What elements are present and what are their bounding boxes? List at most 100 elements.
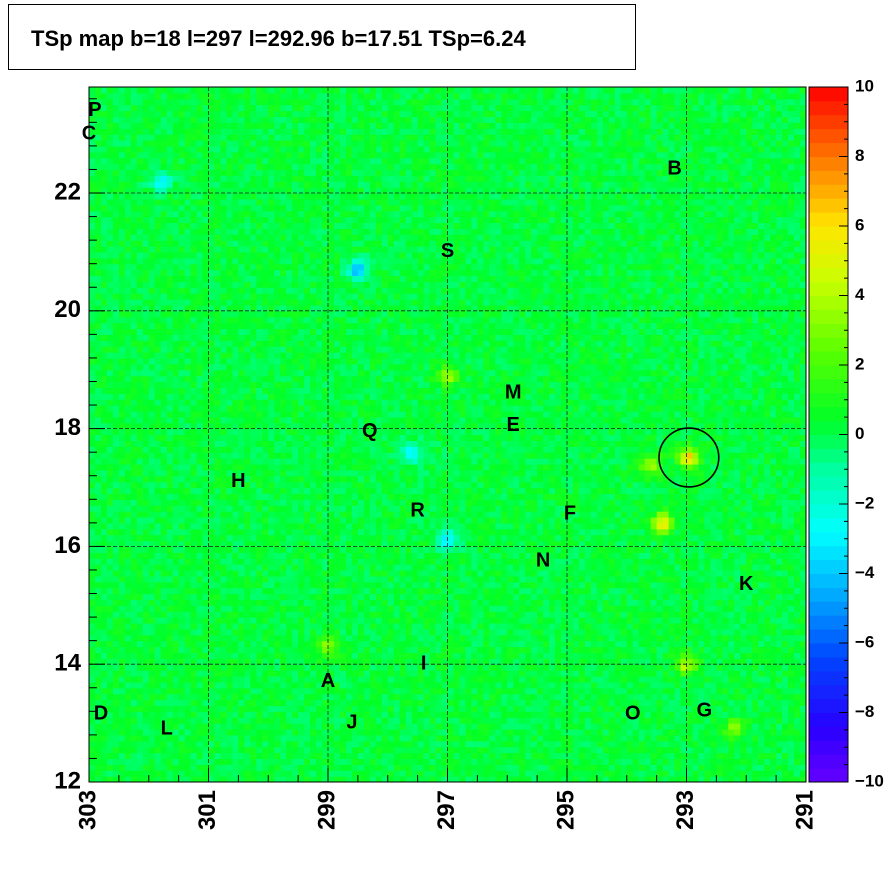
heat-cell: [369, 581, 377, 589]
heat-cell: [304, 664, 311, 671]
heat-cell: [680, 658, 688, 665]
heat-cell: [447, 711, 455, 718]
heat-cell: [590, 699, 598, 707]
heat-cell: [94, 634, 102, 642]
heat-cell: [716, 711, 723, 718]
heat-cell: [274, 658, 281, 665]
heat-cell: [650, 723, 658, 730]
heat-cell: [614, 605, 622, 612]
heat-cell: [435, 764, 443, 771]
heat-cell: [274, 646, 281, 654]
heat-cell: [250, 646, 257, 654]
heat-cell: [453, 628, 461, 636]
heat-cell: [196, 593, 204, 601]
heat-cell: [740, 717, 747, 724]
heat-cell: [250, 699, 257, 707]
heat-cell: [232, 770, 239, 777]
heat-cell: [471, 717, 478, 724]
heat-cell: [501, 575, 508, 583]
heat-cell: [256, 593, 263, 601]
heat-cell: [220, 699, 228, 707]
heat-cell: [590, 734, 598, 742]
heat-cell: [602, 764, 610, 771]
heat-cell: [543, 564, 550, 571]
heat-cell: [345, 534, 353, 542]
heat-cell: [160, 770, 168, 777]
heat-cell: [208, 746, 216, 754]
heat-cell: [130, 746, 138, 754]
heat-cell: [453, 611, 461, 618]
heat-cell: [220, 569, 228, 577]
heat-cell: [142, 569, 150, 577]
heat-cell: [800, 723, 806, 730]
heat-cell: [250, 628, 257, 636]
heat-cell: [507, 705, 514, 712]
heat-cell: [316, 617, 323, 624]
heat-cell: [393, 540, 401, 548]
heat-cell: [465, 546, 472, 553]
heat-cell: [310, 617, 317, 624]
heat-cell: [596, 564, 604, 571]
heat-cell: [94, 746, 102, 754]
heat-cell: [393, 746, 401, 754]
heat-cell: [411, 558, 419, 565]
heat-cell: [441, 752, 449, 760]
heat-cell: [292, 711, 299, 718]
heat-cell: [136, 664, 144, 671]
heat-cell: [674, 740, 682, 748]
heat-cell: [310, 658, 317, 665]
heat-cell: [268, 552, 275, 559]
heat-cell: [94, 728, 102, 736]
heat-cell: [626, 723, 634, 730]
heat-cell: [339, 658, 347, 665]
heat-cell: [124, 664, 132, 671]
heat-cell: [357, 734, 365, 742]
heat-cell: [345, 746, 353, 754]
heat-cell: [447, 723, 455, 730]
heat-cell: [471, 652, 478, 659]
heat-cell: [561, 605, 568, 612]
heat-cell: [220, 646, 228, 654]
heat-cell: [429, 581, 437, 589]
heat-cell: [363, 740, 371, 748]
heat-cell: [632, 687, 640, 695]
heat-cell: [351, 681, 359, 689]
heat-cell: [495, 728, 502, 736]
heat-cell: [507, 628, 514, 636]
heat-cell: [429, 740, 437, 748]
heat-cell: [495, 687, 502, 695]
heat-cell: [662, 717, 670, 724]
heat-cell: [800, 752, 806, 760]
heat-cell: [608, 652, 616, 659]
heat-cell: [740, 746, 747, 754]
heat-cell: [668, 587, 676, 595]
heat-cell: [292, 593, 299, 601]
heat-cell: [537, 652, 544, 659]
heat-cell: [800, 540, 806, 548]
heat-cell: [435, 575, 443, 583]
heat-cell: [459, 564, 467, 571]
heat-cell: [268, 664, 275, 671]
heat-cell: [351, 611, 359, 618]
heat-cell: [638, 628, 646, 636]
heat-cell: [626, 652, 634, 659]
heat-cell: [100, 564, 108, 571]
heat-cell: [244, 611, 251, 618]
heat-cell: [142, 628, 150, 636]
heat-cell: [238, 723, 245, 730]
heat-cell: [447, 658, 455, 665]
heat-cell: [316, 776, 323, 782]
heat-cell: [166, 776, 174, 782]
heat-cell: [513, 575, 520, 583]
heat-cell: [632, 593, 640, 601]
heat-cell: [226, 564, 233, 571]
heat-cell: [447, 534, 455, 542]
heat-cell: [800, 687, 806, 695]
heat-cell: [638, 699, 646, 707]
heat-cell: [782, 705, 789, 712]
heat-cell: [602, 746, 610, 754]
heat-cell: [244, 658, 251, 665]
heat-cell: [310, 587, 317, 595]
heat-cell: [232, 711, 239, 718]
heat-cell: [471, 587, 478, 595]
